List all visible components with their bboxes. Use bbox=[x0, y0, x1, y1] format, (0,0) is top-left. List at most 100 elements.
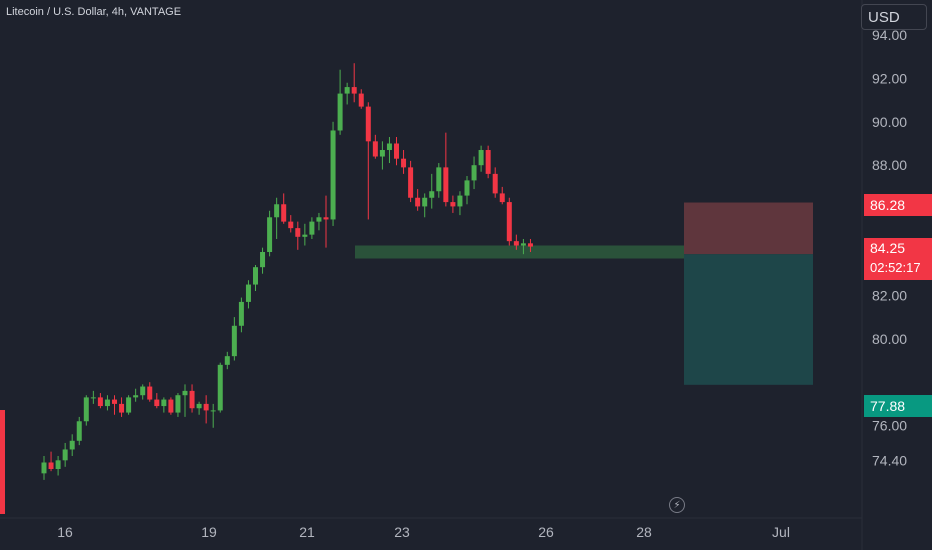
take-profit-zone[interactable] bbox=[684, 254, 813, 385]
candle-body[interactable] bbox=[422, 197, 428, 207]
price-tick-label: 92.00 bbox=[872, 70, 907, 86]
candle-body[interactable] bbox=[295, 228, 301, 237]
candle-body[interactable] bbox=[231, 325, 237, 357]
price-tick-label: 94.00 bbox=[872, 27, 907, 43]
stop-price-tag: 86.28 bbox=[864, 194, 932, 216]
candle-body[interactable] bbox=[309, 221, 315, 235]
candle-body[interactable] bbox=[386, 143, 392, 151]
candle-body[interactable] bbox=[253, 267, 258, 285]
candle-body[interactable] bbox=[203, 403, 209, 411]
candle-body[interactable] bbox=[260, 252, 266, 268]
candle-body[interactable] bbox=[506, 202, 512, 242]
target-price-tag: 77.88 bbox=[864, 395, 932, 417]
candle-body[interactable] bbox=[140, 386, 146, 396]
candle-body[interactable] bbox=[175, 395, 181, 413]
candle-body[interactable] bbox=[485, 150, 491, 174]
candle-body[interactable] bbox=[168, 399, 174, 413]
price-axis-labels[interactable]: 94.00 92.00 90.00 88.00 82.00 80.00 76.00 74.40 bbox=[872, 27, 907, 468]
candle-body[interactable] bbox=[97, 397, 103, 407]
time-tick-label: 21 bbox=[299, 524, 315, 540]
price-tick-label: 88.00 bbox=[872, 157, 907, 173]
candle-body[interactable] bbox=[189, 390, 195, 409]
candle-body[interactable] bbox=[182, 390, 188, 396]
candle-body[interactable] bbox=[126, 397, 132, 413]
candle-body[interactable] bbox=[55, 460, 61, 469]
candle-body[interactable] bbox=[133, 395, 139, 398]
candle-body[interactable] bbox=[69, 440, 75, 450]
price-tick-label: 80.00 bbox=[872, 331, 907, 347]
candle-body[interactable] bbox=[104, 399, 110, 407]
candles-layer bbox=[41, 63, 533, 480]
candle-body[interactable] bbox=[62, 449, 68, 461]
candle-body[interactable] bbox=[415, 197, 421, 207]
candle-body[interactable] bbox=[238, 301, 244, 326]
candle-body[interactable] bbox=[267, 217, 273, 252]
time-tick-label: 28 bbox=[636, 524, 652, 540]
candle-body[interactable] bbox=[112, 399, 117, 404]
current-price-tag: 84.25 02:52:17 bbox=[864, 238, 932, 280]
lightning-icon[interactable]: ⚡︎ bbox=[669, 497, 685, 513]
candle-body[interactable] bbox=[196, 403, 202, 409]
candle-body[interactable] bbox=[436, 167, 442, 192]
candle-body[interactable] bbox=[394, 143, 399, 159]
candle-body[interactable] bbox=[492, 173, 498, 194]
currency-button[interactable]: USD bbox=[861, 4, 927, 30]
candle-body[interactable] bbox=[513, 241, 519, 246]
symbol-title: Litecoin / U.S. Dollar, 4h, VANTAGE bbox=[6, 6, 182, 18]
candle-body[interactable] bbox=[365, 106, 371, 142]
candle-body[interactable] bbox=[302, 234, 308, 237]
time-tick-label: 16 bbox=[57, 524, 73, 540]
candle-body[interactable] bbox=[119, 403, 125, 413]
bar-countdown: 02:52:17 bbox=[870, 260, 921, 275]
candle-body[interactable] bbox=[351, 87, 357, 94]
price-tick-label: 82.00 bbox=[872, 287, 907, 303]
candle-body[interactable] bbox=[83, 397, 89, 422]
price-tick-label: 90.00 bbox=[872, 114, 907, 130]
candle-body[interactable] bbox=[323, 217, 329, 220]
candle-body[interactable] bbox=[161, 399, 167, 407]
candle-body[interactable] bbox=[316, 217, 322, 222]
candle-body[interactable] bbox=[224, 356, 230, 365]
support-zone[interactable] bbox=[355, 245, 684, 259]
candle-body[interactable] bbox=[464, 180, 470, 196]
candle-body[interactable] bbox=[41, 462, 47, 474]
candle-body[interactable] bbox=[217, 364, 223, 411]
candle-body[interactable] bbox=[372, 141, 378, 157]
candle-body[interactable] bbox=[210, 410, 216, 412]
time-tick-label: 23 bbox=[394, 524, 410, 540]
edge-candle bbox=[0, 410, 5, 514]
candle-body[interactable] bbox=[358, 93, 364, 107]
candle-body[interactable] bbox=[48, 462, 54, 469]
current-price-value: 84.25 bbox=[870, 240, 906, 256]
time-tick-label: Jul bbox=[772, 524, 790, 540]
candle-body[interactable] bbox=[401, 158, 407, 168]
candle-body[interactable] bbox=[429, 191, 435, 198]
candle-body[interactable] bbox=[147, 386, 153, 400]
candle-body[interactable] bbox=[344, 87, 350, 94]
candle-body[interactable] bbox=[478, 150, 484, 166]
candle-body[interactable] bbox=[337, 93, 343, 131]
time-tick-label: 19 bbox=[201, 524, 217, 540]
price-tick-label: 76.00 bbox=[872, 418, 907, 434]
candle-body[interactable] bbox=[450, 202, 456, 207]
candle-body[interactable] bbox=[274, 204, 280, 218]
candle-body[interactable] bbox=[281, 204, 287, 222]
candle-body[interactable] bbox=[330, 130, 336, 220]
time-tick-label: 26 bbox=[538, 524, 554, 540]
time-axis-labels[interactable]: 16 19 21 23 26 28 Jul bbox=[57, 524, 790, 540]
candle-body[interactable] bbox=[76, 421, 82, 441]
candle-body[interactable] bbox=[443, 167, 449, 203]
stop-loss-zone[interactable] bbox=[684, 202, 813, 255]
candle-body[interactable] bbox=[245, 284, 251, 302]
candle-body[interactable] bbox=[90, 397, 96, 399]
candle-body[interactable] bbox=[457, 195, 463, 207]
candle-body[interactable] bbox=[527, 243, 533, 247]
candle-body[interactable] bbox=[288, 221, 294, 229]
candle-body[interactable] bbox=[154, 399, 160, 407]
candle-body[interactable] bbox=[520, 243, 526, 246]
candle-body[interactable] bbox=[499, 193, 505, 203]
candle-body[interactable] bbox=[471, 165, 477, 181]
candle-body[interactable] bbox=[408, 167, 414, 198]
candle-body[interactable] bbox=[379, 150, 385, 157]
